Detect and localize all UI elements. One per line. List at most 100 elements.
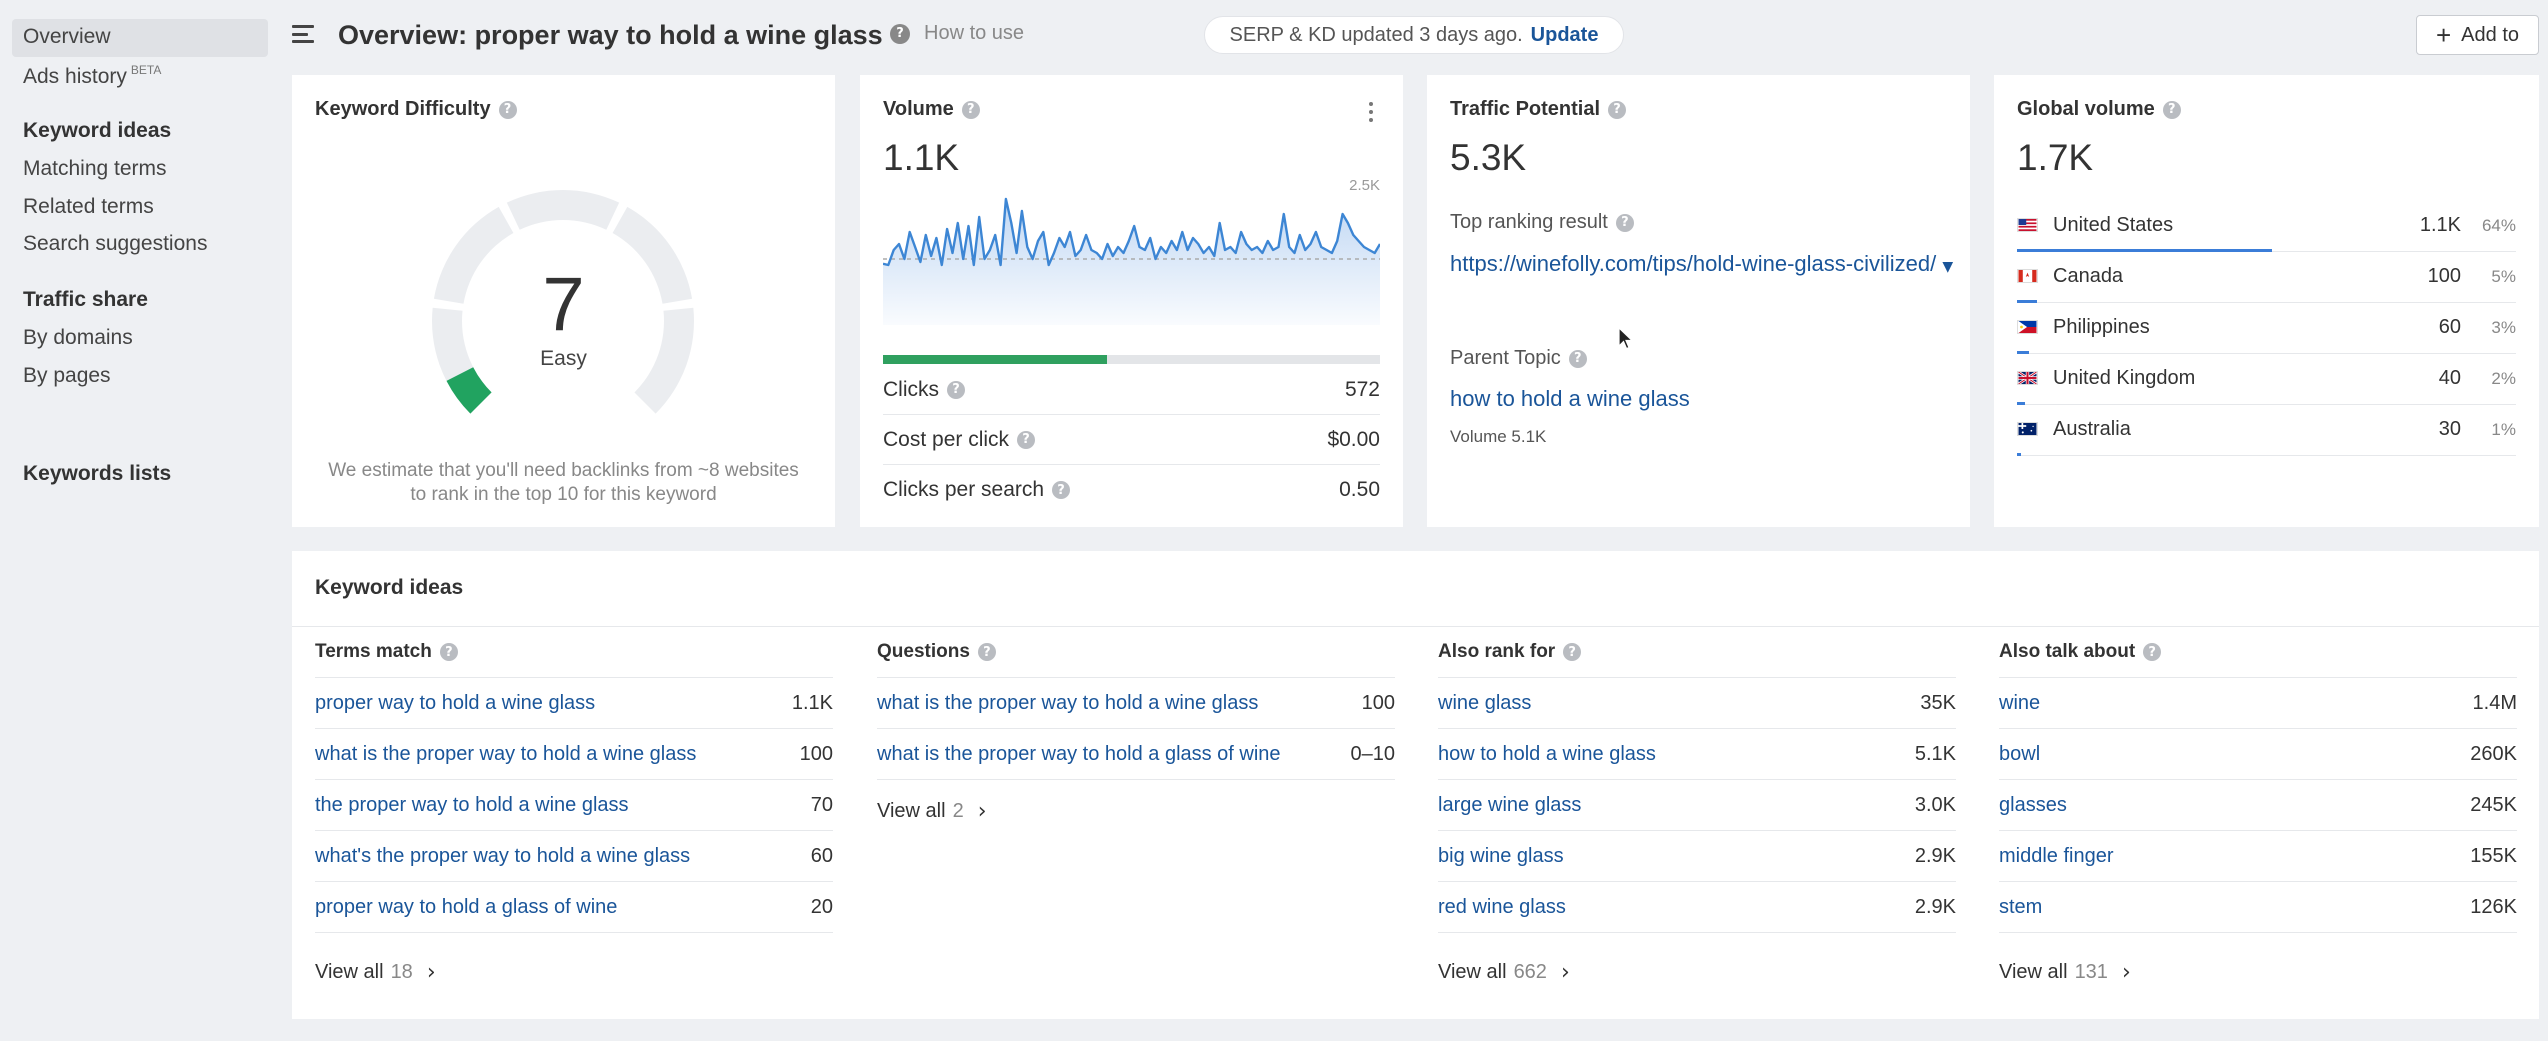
keyword-link[interactable]: stem — [1999, 895, 2043, 918]
sidebar-item-keywords-lists[interactable]: Keywords lists — [23, 462, 172, 485]
philippines-flag-icon — [2017, 320, 2038, 334]
sidebar-item-overview[interactable]: Overview — [23, 25, 111, 49]
volume-trend-chart — [883, 197, 1380, 325]
sidebar-item-by-domains[interactable]: By domains — [23, 326, 133, 349]
help-icon[interactable]: ? — [961, 100, 980, 119]
help-icon[interactable]: ? — [1563, 643, 1582, 661]
keyword-link[interactable]: proper way to hold a glass of wine — [315, 895, 618, 918]
keyword-volume: 1.4M — [2472, 691, 2517, 714]
help-icon[interactable]: ? — [2143, 643, 2162, 661]
kd-gauge — [432, 190, 694, 414]
country-row[interactable]: United Kingdom 40 2% — [2017, 354, 2516, 405]
chevron-right-icon: › — [977, 798, 987, 824]
divider — [292, 626, 2539, 627]
country-row[interactable]: Philippines 60 3% — [2017, 303, 2516, 354]
mouse-cursor-icon — [1618, 327, 1634, 350]
keyword-row: proper way to hold a glass of wine 20 — [315, 882, 833, 933]
global-volume-value: 1.7K — [2017, 137, 2094, 178]
keyword-link[interactable]: how to hold a wine glass — [1438, 742, 1656, 765]
chevron-right-icon: › — [2121, 959, 2131, 985]
view-all-button[interactable]: View all 131 › — [1999, 933, 2517, 1011]
keyword-row: what is the proper way to hold a wine gl… — [315, 729, 833, 780]
kd-gauge-segments — [432, 190, 694, 414]
update-link[interactable]: Update — [1530, 23, 1599, 46]
view-all-count: 2 — [952, 799, 964, 822]
sidebar-item-related-terms[interactable]: Related terms — [23, 195, 154, 218]
help-icon[interactable]: ? — [1568, 349, 1587, 368]
keyword-link[interactable]: glasses — [1999, 793, 2067, 816]
sidebar: Overview Ads history BETA Keyword ideas M… — [0, 0, 285, 1041]
keyword-link[interactable]: wine glass — [1438, 691, 1532, 714]
volume-title-label: Volume — [883, 98, 954, 120]
keyword-row: middle finger 155K — [1999, 831, 2517, 882]
help-icon[interactable]: ? — [1017, 430, 1036, 449]
country-row[interactable]: Canada 100 5% — [2017, 252, 2516, 303]
help-icon[interactable]: ? — [498, 100, 517, 119]
volume-card: Volume? 1.1K 2.5K Clicks? 572 Cost per c… — [860, 75, 1403, 527]
uk-flag-icon — [2017, 371, 2038, 385]
dropdown-caret-icon[interactable]: ▼ — [1942, 259, 1954, 275]
add-to-button[interactable]: + Add to — [2416, 15, 2539, 55]
top-ranking-label: Top ranking result? — [1450, 211, 1634, 234]
keyword-volume: 5.1K — [1914, 742, 1956, 765]
keyword-link[interactable]: wine — [1999, 691, 2041, 714]
keyword-link[interactable]: the proper way to hold a wine glass — [315, 793, 629, 816]
global-volume-card: Global volume? 1.7K United States 1.1K 6… — [1994, 75, 2539, 527]
sidebar-item-search-suggestions[interactable]: Search suggestions — [23, 232, 208, 255]
sidebar-item-by-pages[interactable]: By pages — [23, 364, 111, 387]
help-icon[interactable]: ? — [1052, 481, 1071, 500]
keyword-difficulty-card: Keyword Difficulty? 7 Easy We estimate t… — [292, 75, 835, 527]
country-row[interactable]: Australia 30 1% — [2017, 405, 2516, 456]
help-icon[interactable]: ? — [1615, 213, 1634, 232]
top-ranking-url[interactable]: https://winefolly.com/tips/hold-wine-gla… — [1450, 248, 1960, 283]
keyword-link[interactable]: proper way to hold a wine glass — [315, 691, 596, 714]
view-all-label: View all — [1999, 960, 2068, 983]
plus-icon: + — [2435, 20, 2452, 50]
ki-column-also-rank-for: Also rank for? wine glass 35K how to hold… — [1438, 627, 1956, 1011]
help-icon[interactable]: ? — [2162, 100, 2181, 119]
keyword-row: the proper way to hold a wine glass 70 — [315, 780, 833, 831]
keyword-volume: 60 — [810, 844, 833, 867]
country-percent: 2% — [2491, 369, 2516, 388]
view-all-button[interactable]: View all 18 › — [315, 933, 833, 1011]
clicks-value: 572 — [1344, 377, 1380, 401]
keyword-link[interactable]: what is the proper way to hold a glass o… — [877, 742, 1281, 765]
cpc-value: $0.00 — [1327, 427, 1380, 451]
parent-topic-link[interactable]: how to hold a wine glass — [1450, 386, 1690, 411]
hamburger-menu-icon[interactable] — [292, 25, 314, 43]
keyword-link[interactable]: what is the proper way to hold a wine gl… — [877, 691, 1259, 714]
help-icon[interactable]: ? — [439, 643, 458, 661]
chart-max-label: 2.5K — [1349, 177, 1380, 194]
keyword-link[interactable]: middle finger — [1999, 844, 2114, 867]
keyword-link[interactable]: what's the proper way to hold a wine gla… — [315, 844, 691, 867]
kd-label: Easy — [540, 347, 587, 370]
cps-label: Clicks per search — [883, 478, 1045, 501]
parent-topic-volume: Volume 5.1K — [1450, 427, 1547, 446]
kd-title-label: Keyword Difficulty — [315, 98, 491, 120]
how-to-use-link[interactable]: ? How to use — [890, 22, 1024, 45]
country-row[interactable]: United States 1.1K 64% — [2017, 201, 2516, 252]
keyword-link[interactable]: large wine glass — [1438, 793, 1582, 816]
kd-gauge-segment — [612, 206, 693, 304]
keyword-link[interactable]: red wine glass — [1438, 895, 1566, 918]
keyword-link[interactable]: what is the proper way to hold a wine gl… — [315, 742, 697, 765]
keyword-ideas-card: Keyword ideas Terms match? proper way to… — [292, 551, 2539, 1019]
sidebar-item-matching-terms[interactable]: Matching terms — [23, 157, 167, 180]
metric-label: Clicks per search? — [883, 478, 1071, 502]
country-name: Canada — [2053, 265, 2124, 287]
help-icon[interactable]: ? — [1608, 100, 1627, 119]
country-name: Philippines — [2053, 316, 2150, 338]
help-icon[interactable]: ? — [977, 643, 996, 661]
help-icon[interactable]: ? — [947, 380, 965, 399]
country-percent: 1% — [2491, 420, 2516, 439]
keyword-link[interactable]: bowl — [1999, 742, 2041, 765]
keyword-link[interactable]: big wine glass — [1438, 844, 1564, 867]
view-all-button[interactable]: View all 662 › — [1438, 933, 1956, 1011]
view-all-button[interactable]: View all 2 › — [877, 780, 1395, 842]
ki-column-header: Also rank for? — [1438, 627, 1956, 678]
kd-value: 7 — [542, 262, 585, 347]
view-all-label: View all — [1438, 960, 1507, 983]
sidebar-item-ads-history[interactable]: Ads history BETA — [23, 63, 161, 89]
ki-column-title: Terms match — [315, 641, 432, 662]
more-options-icon[interactable] — [1369, 102, 1373, 126]
